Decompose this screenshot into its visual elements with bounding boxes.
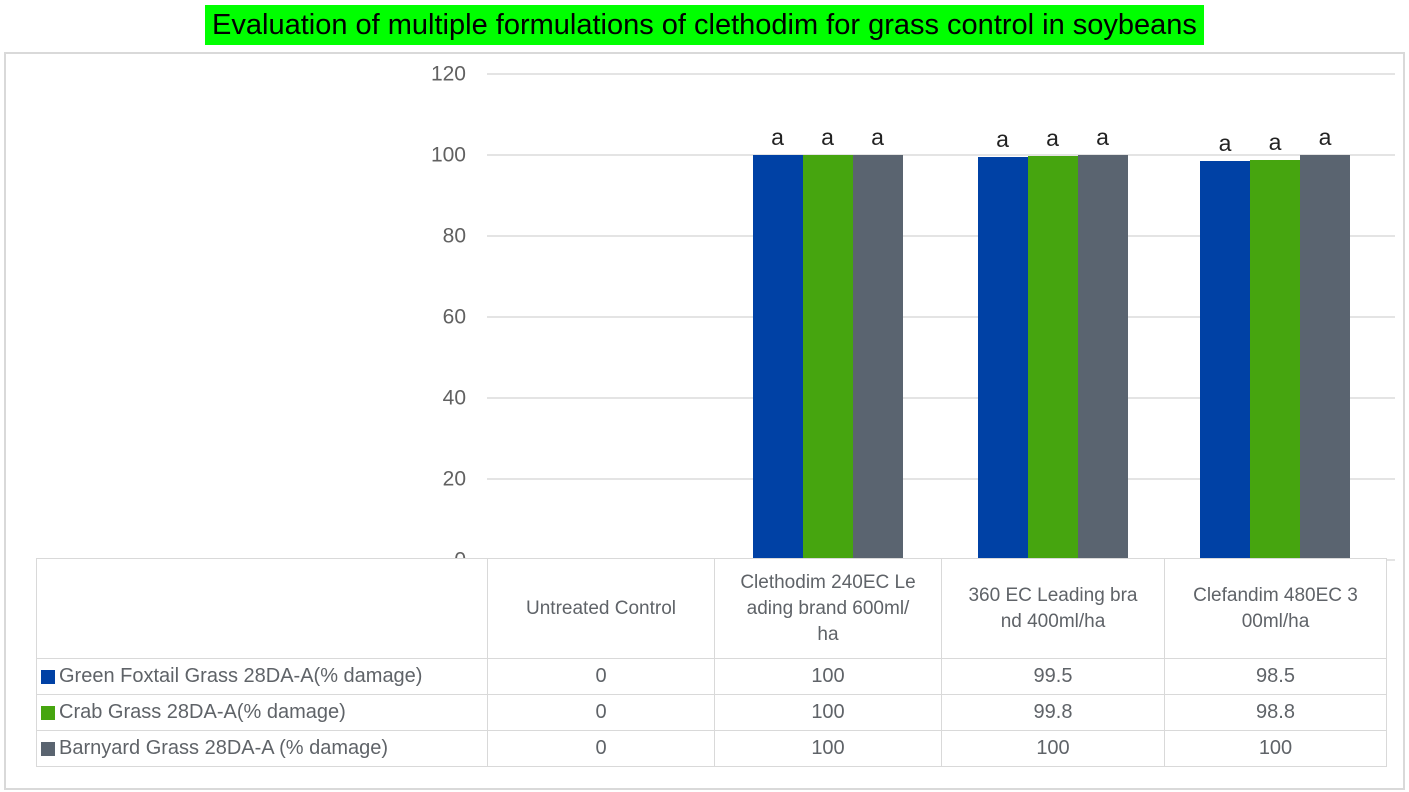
legend-swatch-icon [41,669,55,684]
bar-annotation: a [771,124,784,150]
data-table: Untreated Control Clethodim 240EC Le adin… [36,558,1387,767]
bar-annotation: a [1268,128,1282,155]
bar-series-1-category-2 [1027,155,1078,560]
corner-cell [36,558,488,659]
column-header-category-0: Untreated Control [487,558,715,659]
gridline-y-60 [487,316,1395,318]
bar-series-1-category-3 [1250,159,1300,560]
title-banner: Evaluation of multiple formulations of c… [0,5,1409,45]
value-cell-series-0-category-3: 98.5 [1164,658,1387,695]
value-cell-series-0-category-0: 0 [487,658,715,695]
y-axis-tick-label: 80 [442,224,466,248]
table-row-series-2: Barnyard Grass 28DA-A (% damage) 0 100 100 1… [36,730,1387,767]
gridline-y-20 [487,478,1395,480]
bar-series-2-category-2 [1077,155,1128,560]
gridline-y-120 [487,73,1395,75]
y-axis-tick-label: 120 [430,62,466,86]
bar-series-0-category-2 [977,157,1028,560]
bar-series-2-category-1 [852,155,903,560]
gridline-y-80 [487,235,1395,237]
value-cell-series-2-category-3: 100 [1164,730,1387,767]
series-name: Barnyard Grass 28DA-A (% damage) [59,737,389,759]
legend-cell: Green Foxtail Grass 28DA-A(% damage) [36,658,488,695]
legend-swatch-icon [41,705,55,720]
value-cell-series-2-category-1: 100 [714,730,942,767]
column-header-category-2: 360 EC Leading bra nd 400ml/ha [941,558,1165,659]
column-header-category-1: Clethodim 240EC Le ading brand 600ml/ ha [714,558,942,659]
value-cell-series-2-category-0: 0 [487,730,715,767]
y-axis-tick-label: 100 [430,143,466,167]
y-axis-tick-label: 60 [442,305,466,329]
value-cell-series-1-category-2: 99.8 [941,694,1165,731]
bar-annotation: a [871,124,884,150]
series-name: Crab Grass 28DA-A(% damage) [59,701,346,723]
plot-area: 020406080100120aaaaaaaaa [6,54,1403,571]
chart-title: Evaluation of multiple formulations of c… [205,5,1204,45]
value-cell-series-1-category-1: 100 [714,694,942,731]
value-cell-series-0-category-2: 99.5 [941,658,1165,695]
y-axis-tick-label: 40 [442,386,466,410]
legend-swatch-icon [41,741,55,756]
gridline-y-100 [487,154,1395,156]
bar-annotation: a [1096,124,1109,150]
value-cell-series-0-category-1: 100 [714,658,942,695]
bar-series-2-category-3 [1300,155,1350,560]
value-cell-series-2-category-2: 100 [941,730,1165,767]
table-row-series-0: Green Foxtail Grass 28DA-A(% damage) 0 100… [36,658,1387,695]
legend-cell: Barnyard Grass 28DA-A (% damage) [36,730,488,767]
bar-annotation: a [996,126,1009,153]
bar-annotation: a [821,124,834,150]
table-row-series-1: Crab Grass 28DA-A(% damage) 0 100 99.8 98.8 [36,694,1387,731]
bar-annotation: a [1318,124,1332,150]
legend-cell: Crab Grass 28DA-A(% damage) [36,694,488,731]
series-name: Green Foxtail Grass 28DA-A(% damage) [59,665,423,687]
bar-series-0-category-1 [752,155,803,560]
value-cell-series-1-category-0: 0 [487,694,715,731]
bar-series-0-category-3 [1200,161,1250,560]
gridline-y-40 [487,397,1395,399]
y-axis-tick-label: 20 [442,467,466,491]
bar-series-1-category-1 [802,155,853,560]
bar-annotation: a [1218,130,1232,157]
value-cell-series-1-category-3: 98.8 [1164,694,1387,731]
column-header-category-3: Clefandim 480EC 3 00ml/ha [1164,558,1387,659]
bar-annotation: a [1046,124,1059,151]
chart-container: 0 20 40 60 80 100 120 a a a a a a a a a Untreated Contr… [4,52,1405,790]
